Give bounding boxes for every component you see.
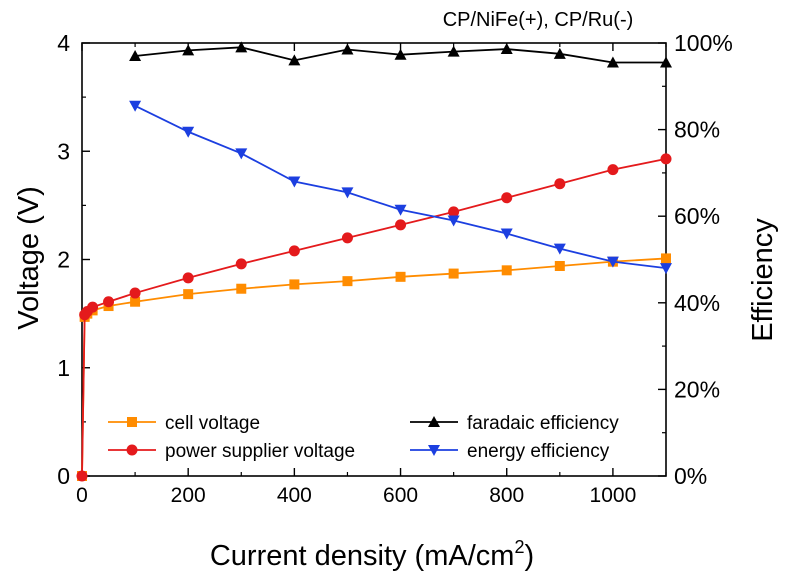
- power-supplier-voltage-point: [607, 164, 619, 176]
- x-tick-label: 800: [489, 484, 524, 507]
- power-supplier-voltage-point: [501, 192, 513, 204]
- y-left-tick-label: 3: [57, 138, 70, 164]
- chart-title: CP/NiFe(+), CP/Ru(-): [443, 9, 634, 31]
- legend-label-energy-efficiency: energy efficiency: [467, 441, 610, 462]
- power-supplier-voltage-point: [103, 296, 115, 308]
- x-axis-label: Current density (mA/cm2): [210, 537, 534, 572]
- x-tick-label: 0: [76, 484, 88, 507]
- legend-label-cell-voltage: cell voltage: [165, 413, 260, 434]
- x-axis-label-close: ): [524, 540, 534, 572]
- power-supplier-voltage-point: [448, 206, 460, 218]
- faradaic-efficiency-point: [182, 44, 195, 56]
- legend-marker-power-supplier-voltage: [126, 444, 138, 456]
- energy-efficiency-point: [606, 256, 619, 268]
- energy-efficiency-point: [182, 126, 195, 138]
- faradaic-efficiency-point: [394, 48, 407, 60]
- y-left-tick-label: 4: [57, 30, 70, 56]
- legend-marker-energy-efficiency: [428, 445, 440, 456]
- faradaic-efficiency-point: [288, 54, 301, 66]
- y-left-tick-label: 1: [57, 355, 70, 381]
- power-supplier-voltage-point: [288, 245, 300, 257]
- plot-frame: [81, 42, 667, 477]
- cell-voltage-point: [554, 260, 565, 271]
- energy-efficiency-point: [500, 228, 513, 240]
- y-axis-right-label: Efficiency: [747, 218, 779, 342]
- power-supplier-voltage-point: [76, 470, 88, 482]
- x-axis-label-superscript: 2: [514, 537, 524, 557]
- faradaic-efficiency-point: [606, 56, 619, 68]
- faradaic-efficiency-point: [500, 43, 513, 55]
- energy-efficiency-point: [660, 263, 672, 275]
- cell-voltage-point: [236, 283, 247, 294]
- cell-voltage-point: [183, 289, 194, 300]
- y-right-tick-label: 40%: [674, 290, 720, 316]
- faradaic-efficiency-point: [341, 43, 354, 55]
- power-supplier-voltage-point: [235, 258, 247, 270]
- power-supplier-voltage-point: [341, 232, 353, 244]
- energy-efficiency-point: [341, 187, 354, 199]
- power-supplier-voltage-point: [182, 272, 194, 284]
- faradaic-efficiency-point: [553, 47, 566, 59]
- legend-marker-faradaic-efficiency: [428, 416, 440, 427]
- cell-voltage-point: [395, 271, 406, 282]
- y-right-tick-label: 60%: [674, 203, 720, 229]
- cell-voltage-point: [501, 265, 512, 276]
- x-tick-label: 400: [277, 484, 312, 507]
- y-right-tick-label: 100%: [674, 30, 733, 56]
- energy-efficiency-point: [129, 100, 142, 112]
- y-axis-left-label: Voltage (V): [13, 186, 45, 329]
- y-right-tick-label: 0%: [674, 463, 707, 489]
- power-supplier-voltage-point: [129, 287, 141, 299]
- energy-efficiency-line: [134, 104, 667, 270]
- faradaic-efficiency-point: [447, 45, 460, 57]
- power-supplier-voltage-point: [660, 153, 672, 165]
- x-axis-label-main: Current density (mA/cm: [210, 540, 515, 572]
- x-tick-label: 1000: [590, 484, 637, 507]
- cell-voltage-point: [342, 276, 353, 287]
- y-right-tick-label: 20%: [674, 376, 720, 402]
- legend-label-faradaic-efficiency: faradaic efficiency: [467, 413, 619, 434]
- cell-voltage-point: [448, 268, 459, 279]
- power-supplier-voltage-point: [87, 301, 99, 313]
- faradaic-efficiency-point: [129, 49, 142, 61]
- y-left-tick-label: 2: [57, 247, 70, 273]
- energy-efficiency-point: [447, 215, 460, 227]
- energy-efficiency-point: [394, 204, 407, 216]
- faradaic-efficiency-point: [660, 56, 672, 68]
- cell-voltage-point: [130, 296, 141, 307]
- power-supplier-voltage-point: [554, 178, 566, 190]
- faradaic-efficiency-point: [235, 41, 248, 53]
- power-supplier-voltage-point: [395, 219, 407, 231]
- legend-label-power-supplier-voltage: power supplier voltage: [165, 441, 355, 462]
- cell-voltage-point: [661, 253, 671, 264]
- legend-marker-cell-voltage: [127, 417, 137, 427]
- plot-area: 0 200 400 600 800 1000012340%20%40%60%80%100%…: [57, 30, 733, 507]
- cell-voltage-point: [289, 279, 300, 290]
- energy-efficiency-point: [553, 243, 566, 255]
- x-tick-label: 200: [171, 484, 206, 507]
- energy-efficiency-point: [288, 176, 301, 188]
- energy-efficiency-point: [235, 148, 248, 160]
- y-left-tick-label: 0: [57, 463, 70, 489]
- y-right-tick-label: 80%: [674, 117, 720, 143]
- x-tick-label: 600: [383, 484, 418, 507]
